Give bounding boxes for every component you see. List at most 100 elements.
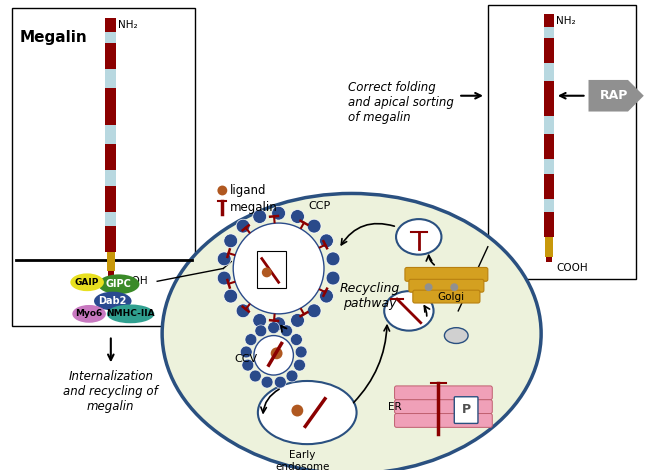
Ellipse shape [73, 305, 106, 323]
Circle shape [319, 234, 333, 248]
Circle shape [254, 336, 294, 375]
Bar [106, 212, 116, 226]
Circle shape [262, 268, 272, 278]
Bar [107, 252, 115, 271]
Bar [12, 8, 194, 326]
Circle shape [224, 234, 238, 248]
Circle shape [261, 376, 273, 388]
Text: Correct folding
and apical sorting
of megalin: Correct folding and apical sorting of me… [348, 81, 454, 124]
Text: CCV: CCV [234, 354, 257, 364]
Text: GAIP: GAIP [75, 278, 99, 287]
Bar [106, 170, 116, 186]
Text: COOH: COOH [556, 263, 588, 273]
Circle shape [255, 325, 267, 337]
Ellipse shape [396, 219, 441, 255]
Bar [106, 144, 116, 170]
Bar [106, 186, 116, 212]
FancyBboxPatch shape [395, 414, 492, 427]
Bar [106, 43, 116, 69]
Circle shape [217, 271, 231, 285]
Text: P: P [461, 403, 470, 416]
Bar [488, 5, 636, 279]
Circle shape [294, 359, 305, 371]
Circle shape [272, 206, 286, 220]
Circle shape [319, 289, 333, 303]
FancyBboxPatch shape [413, 290, 480, 303]
Circle shape [286, 370, 298, 382]
Bar [544, 159, 555, 174]
Bar [544, 117, 555, 134]
Bar [106, 226, 116, 252]
Text: megalin: megalin [230, 201, 278, 214]
Circle shape [253, 209, 266, 223]
Text: ER: ER [388, 402, 402, 412]
Bar [544, 212, 555, 237]
Circle shape [268, 322, 279, 334]
Circle shape [245, 334, 257, 346]
Bar [544, 134, 555, 159]
Circle shape [295, 346, 307, 358]
Ellipse shape [107, 305, 154, 323]
Bar [106, 88, 116, 125]
Bar [106, 18, 116, 32]
Circle shape [424, 283, 433, 291]
Bar [546, 257, 552, 261]
Bar [544, 27, 555, 39]
Bar [545, 237, 553, 257]
Bar [106, 69, 116, 88]
Circle shape [290, 334, 303, 346]
FancyBboxPatch shape [395, 386, 492, 400]
Circle shape [218, 186, 227, 196]
Text: Megalin: Megalin [20, 30, 87, 45]
Text: Recycling
pathway: Recycling pathway [340, 282, 400, 310]
Bar [106, 125, 116, 144]
Text: Dab2: Dab2 [98, 296, 127, 306]
Text: GIPC: GIPC [106, 279, 132, 289]
Text: ligand: ligand [230, 184, 267, 197]
Ellipse shape [98, 274, 139, 294]
Ellipse shape [445, 327, 468, 344]
Bar [257, 251, 286, 288]
Circle shape [242, 359, 254, 371]
FancyBboxPatch shape [405, 268, 488, 281]
Circle shape [307, 304, 321, 317]
FancyBboxPatch shape [409, 279, 484, 292]
Ellipse shape [384, 291, 434, 331]
Circle shape [271, 347, 283, 359]
Circle shape [217, 252, 231, 266]
Circle shape [281, 325, 292, 337]
Bar [106, 32, 116, 43]
Circle shape [253, 314, 266, 327]
Bar [544, 81, 555, 117]
Text: Internalization
and recycling of
megalin: Internalization and recycling of megalin [64, 370, 158, 413]
Text: CCP: CCP [308, 201, 330, 211]
Ellipse shape [162, 193, 541, 474]
Text: Golgi: Golgi [438, 292, 465, 302]
Text: Myo6: Myo6 [75, 309, 103, 318]
Circle shape [292, 405, 303, 416]
Text: NH₂: NH₂ [118, 20, 137, 30]
Ellipse shape [258, 381, 356, 444]
Text: NMHC-IIA: NMHC-IIA [106, 309, 155, 318]
Circle shape [233, 223, 324, 314]
Bar [544, 14, 555, 27]
Circle shape [326, 252, 340, 266]
Ellipse shape [71, 273, 104, 291]
Bar [108, 271, 114, 277]
Ellipse shape [94, 292, 132, 310]
Bar [544, 39, 555, 63]
Circle shape [272, 317, 286, 331]
Bar [544, 199, 555, 212]
Text: COOH: COOH [117, 277, 148, 287]
Circle shape [236, 304, 250, 317]
FancyBboxPatch shape [395, 400, 492, 414]
Circle shape [450, 283, 458, 291]
Circle shape [224, 289, 238, 303]
Circle shape [307, 219, 321, 233]
Circle shape [236, 219, 250, 233]
Text: RAP: RAP [600, 89, 629, 102]
Circle shape [249, 370, 261, 382]
Circle shape [274, 376, 286, 388]
Circle shape [290, 209, 305, 223]
Bar [544, 63, 555, 81]
